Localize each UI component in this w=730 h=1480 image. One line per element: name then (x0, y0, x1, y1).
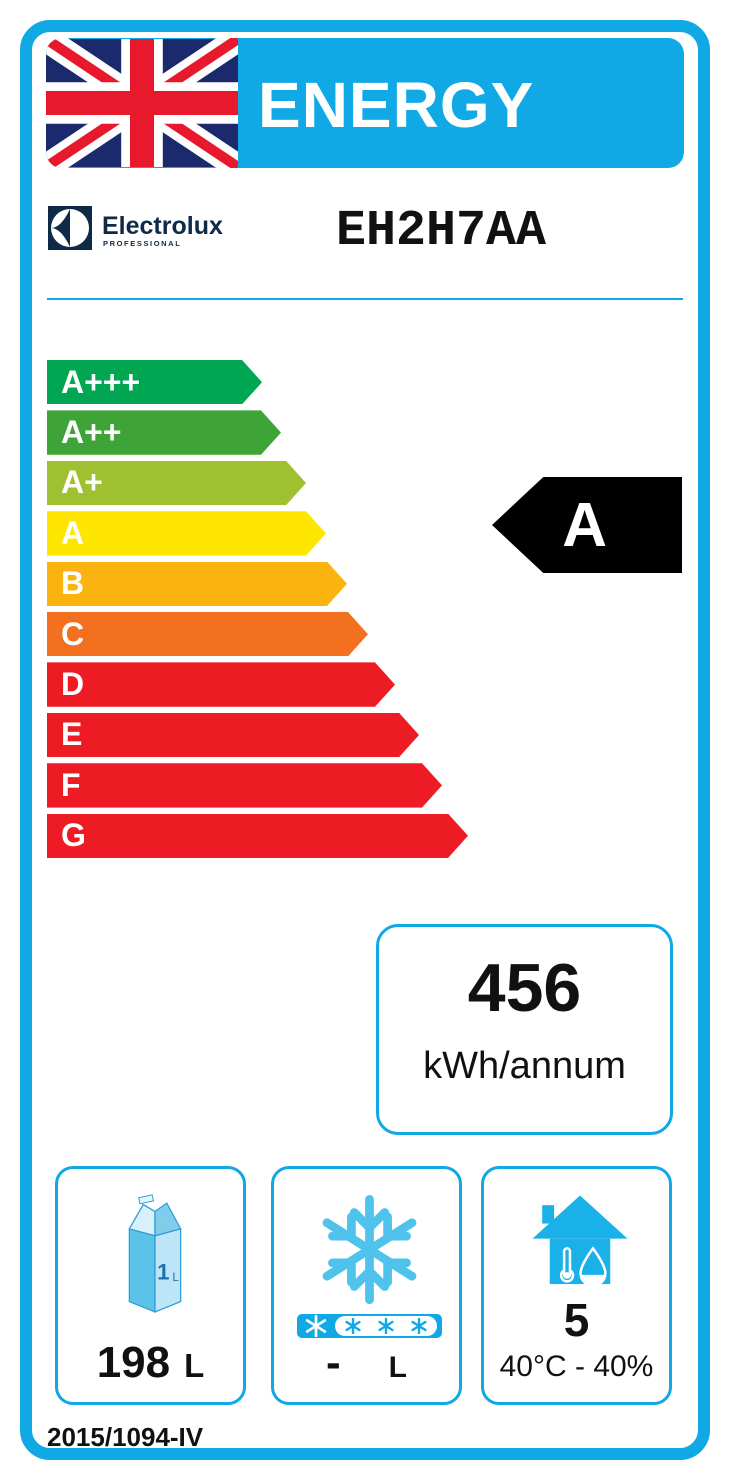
svg-text:Electrolux: Electrolux (102, 212, 223, 240)
svg-text:1: 1 (157, 1259, 169, 1284)
svg-text:PROFESSIONAL: PROFESSIONAL (103, 239, 181, 248)
svg-text:L: L (172, 1271, 179, 1284)
